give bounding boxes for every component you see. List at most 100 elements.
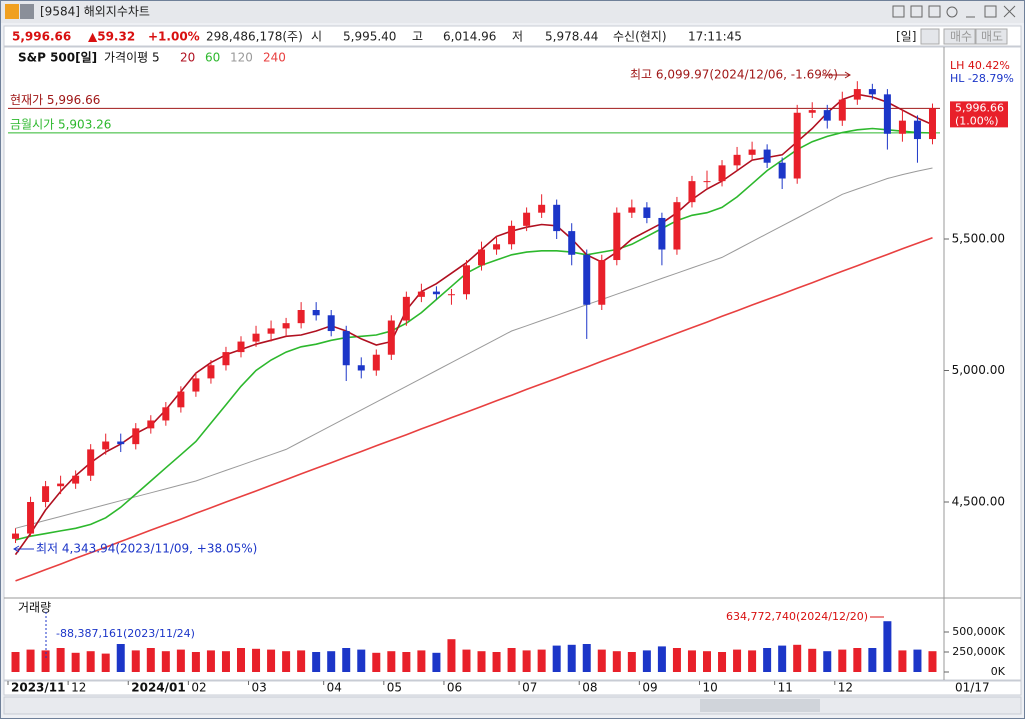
sell-label: 매도 — [981, 30, 1003, 44]
volume-bar — [552, 645, 561, 672]
volume-bar — [176, 649, 185, 672]
volume-bar — [898, 650, 907, 672]
candle-body — [658, 217, 666, 250]
candle-body — [583, 254, 591, 305]
volume-bar — [853, 648, 862, 672]
low-arrow — [13, 545, 34, 553]
volume-bar — [116, 644, 125, 672]
volume-bar — [687, 650, 696, 672]
legend-entry: 120 — [230, 51, 253, 65]
candle-body — [387, 320, 395, 355]
volume-bar — [597, 649, 606, 672]
high-value: 6,014.96 — [443, 30, 496, 44]
candle-body — [598, 260, 606, 305]
candle-body — [12, 533, 20, 539]
candle-body — [432, 291, 440, 295]
candle-body — [793, 112, 801, 179]
candle-body — [748, 149, 756, 155]
period-button[interactable]: [일] — [896, 30, 916, 44]
volume-bar — [913, 649, 922, 672]
volume-bar — [357, 649, 366, 672]
scroll-thumb[interactable] — [700, 699, 820, 712]
volume-bar — [71, 652, 80, 672]
candle-body — [703, 181, 711, 183]
x-tick-label: 12 — [838, 681, 853, 695]
volume-bar — [868, 648, 877, 672]
volume-bar — [492, 652, 501, 672]
volume-bar — [26, 649, 35, 672]
y-tick-label: 5,500.00 — [952, 231, 1005, 245]
volume-bar — [41, 650, 50, 672]
sell-button[interactable] — [975, 28, 1008, 45]
time-axis — [3, 680, 1022, 696]
x-tick-label: 07 — [522, 681, 537, 695]
candle-body — [853, 89, 861, 100]
volume-bar — [733, 649, 742, 672]
legend-entry: 20 — [180, 51, 195, 65]
candle-body — [928, 108, 936, 140]
y-tick-label: 0K — [991, 665, 1006, 678]
quote-bar — [3, 25, 1022, 47]
x-tick-label: 2024/01 — [131, 681, 185, 695]
quote-change: ▲59.32 — [88, 30, 135, 44]
candle-body — [462, 265, 470, 295]
candle-body — [447, 294, 455, 296]
candle-body — [282, 323, 290, 329]
quote-volume: 298,486,178(주) — [206, 30, 303, 44]
volume-bar — [537, 649, 546, 672]
candle-body — [162, 407, 170, 421]
volume-bar — [928, 651, 937, 672]
candle-body — [523, 212, 531, 226]
volume-title: 거래량 — [18, 601, 51, 615]
window-buttons[interactable] — [892, 5, 1016, 18]
candle-body — [27, 502, 35, 534]
ma-label: 가격이평 5 — [104, 51, 160, 65]
reference-label: 금월시가 5,903.26 — [10, 117, 111, 131]
open-label: 시 — [311, 30, 322, 44]
volume-bar — [221, 651, 230, 672]
stat-lh: LH 40.42% — [950, 59, 1010, 72]
volume-bar — [838, 649, 847, 672]
reference-label: 현재가 5,996.66 — [10, 93, 100, 107]
quote-price: 5,996.66 — [12, 30, 71, 44]
chart-area — [3, 46, 1022, 681]
candle-body — [42, 486, 50, 503]
icon[interactable] — [5, 4, 19, 19]
y-tick-label: 5,000.00 — [952, 363, 1005, 377]
help-icon[interactable] — [20, 4, 34, 19]
candle-body — [838, 99, 846, 121]
volume-min-note: -88,387,161(2023/11/24) — [56, 627, 195, 640]
scroll-bar[interactable] — [3, 696, 1022, 715]
volume-bar — [206, 650, 215, 672]
candle-body — [132, 428, 140, 445]
low-label: 저 — [512, 30, 523, 44]
low-value: 5,978.44 — [545, 30, 598, 44]
x-tick-label: 2023/11 — [11, 681, 65, 695]
volume-bar — [161, 651, 170, 672]
candle-body — [913, 120, 921, 140]
candle-body — [222, 352, 230, 366]
legend-entry: 240 — [263, 51, 286, 65]
volume-bar — [567, 644, 576, 672]
volume-bar — [627, 652, 636, 672]
volume-bar — [808, 648, 817, 672]
x-tick-label: 03 — [252, 681, 267, 695]
candle-body — [778, 162, 786, 179]
x-tick-label: 10 — [702, 681, 717, 695]
candle-body — [493, 244, 501, 250]
y-tick-label: 500,000K — [952, 625, 1005, 638]
candle-body — [673, 202, 681, 250]
volume-bar — [657, 646, 666, 672]
volume-bar — [146, 648, 155, 672]
candle-body — [252, 333, 260, 342]
ma-line — [15, 167, 933, 529]
volume-bar — [237, 648, 245, 672]
volume-bar — [793, 644, 802, 672]
candle-body — [808, 110, 816, 113]
source: 수신(현지) — [613, 30, 667, 44]
title-bar — [1, 1, 1024, 23]
buy-button[interactable] — [943, 28, 976, 45]
candle-body — [207, 365, 215, 379]
low-note: 최저 4,343.94(2023/11/09, +38.05%) — [36, 542, 257, 556]
settings-button[interactable] — [920, 28, 940, 45]
